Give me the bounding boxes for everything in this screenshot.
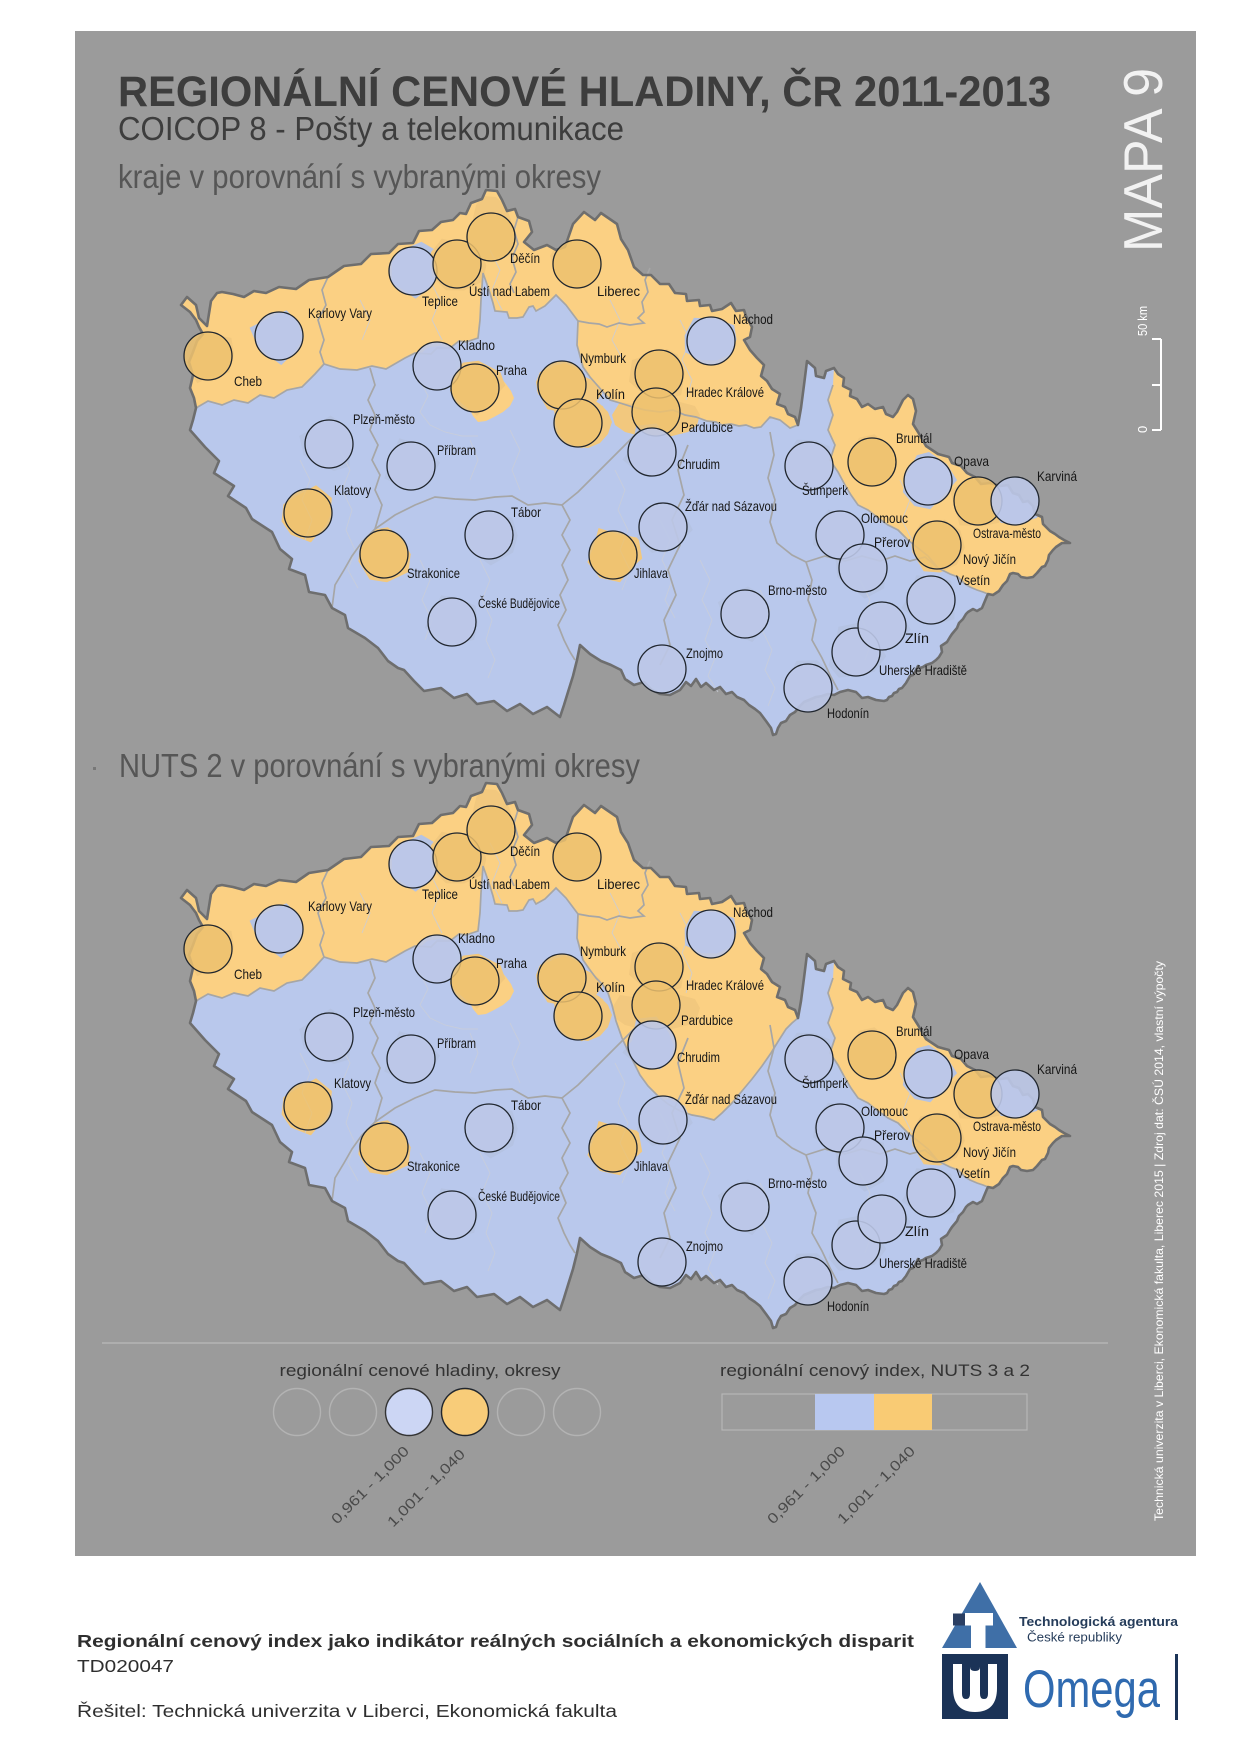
svg-text:regionální cenový index, NUTS: regionální cenový index, NUTS 3 a 2: [720, 1361, 1030, 1380]
svg-text:Olomouc: Olomouc: [861, 510, 908, 526]
svg-text:Liberec: Liberec: [597, 283, 640, 299]
svg-text:Ústí nad Labem: Ústí nad Labem: [469, 283, 550, 299]
svg-text:Bruntál: Bruntál: [896, 1023, 932, 1039]
svg-text:Klatovy: Klatovy: [334, 482, 371, 498]
svg-text:Hodonín: Hodonín: [827, 1298, 869, 1314]
svg-text:Pardubice: Pardubice: [681, 1012, 733, 1028]
svg-text:Kolín: Kolín: [596, 979, 625, 995]
svg-text:Zlín: Zlín: [905, 630, 929, 646]
svg-text:Liberec: Liberec: [597, 876, 640, 892]
svg-text:Plzeň-město: Plzeň-město: [353, 411, 415, 427]
svg-text:kraje v porovnání s vybranými: kraje v porovnání s vybranými okresy: [118, 158, 601, 195]
svg-text:Technologická agentura: Technologická agentura: [1019, 1614, 1179, 1629]
svg-text:České Budějovice: České Budějovice: [478, 1188, 560, 1204]
svg-text:Děčín: Děčín: [510, 843, 540, 859]
svg-text:Uherské Hradiště: Uherské Hradiště: [879, 1255, 967, 1271]
svg-text:Náchod: Náchod: [733, 311, 773, 327]
svg-text:Přerov: Přerov: [874, 534, 910, 550]
svg-text:Šumperk: Šumperk: [802, 482, 849, 498]
svg-text:Praha: Praha: [496, 955, 527, 971]
svg-text:Karviná: Karviná: [1037, 1061, 1077, 1077]
svg-text:Tábor: Tábor: [511, 1097, 541, 1113]
svg-text:Praha: Praha: [496, 362, 527, 378]
svg-text:Řešitel: Technická univerzita: Řešitel: Technická univerzita v Liberci,…: [77, 1701, 617, 1721]
svg-text:Regionální cenový index jako i: Regionální cenový index jako indikátor r…: [77, 1631, 914, 1651]
svg-text:Děčín: Děčín: [510, 250, 540, 266]
svg-text:Nový Jičín: Nový Jičín: [963, 551, 1016, 567]
svg-text:Žďár nad Sázavou: Žďár nad Sázavou: [685, 1091, 777, 1107]
svg-text:Znojmo: Znojmo: [686, 1238, 723, 1254]
svg-text:Technická univerzita v Liberci: Technická univerzita v Liberci, Ekonomic…: [1151, 961, 1166, 1521]
svg-text:Brno-město: Brno-město: [768, 1175, 827, 1191]
svg-text:regionální cenové hladiny, okr: regionální cenové hladiny, okresy: [280, 1361, 562, 1380]
svg-text:Přerov: Přerov: [874, 1127, 910, 1143]
svg-text:Jihlava: Jihlava: [634, 565, 668, 581]
svg-text:Cheb: Cheb: [234, 373, 262, 389]
svg-text:Uherské Hradiště: Uherské Hradiště: [879, 662, 967, 678]
svg-text:Hodonín: Hodonín: [827, 705, 869, 721]
svg-text:Příbram: Příbram: [437, 1035, 476, 1051]
svg-text:COICOP 8 - Pošty a telekomunik: COICOP 8 - Pošty a telekomunikace: [118, 110, 624, 147]
svg-text:Chrudim: Chrudim: [677, 456, 720, 472]
svg-text:Jihlava: Jihlava: [634, 1158, 668, 1174]
svg-text:Opava: Opava: [954, 453, 989, 469]
svg-text:Žďár nad Sázavou: Žďár nad Sázavou: [685, 498, 777, 514]
svg-text:Chrudim: Chrudim: [677, 1049, 720, 1065]
svg-text:Nymburk: Nymburk: [580, 943, 627, 959]
svg-text:Kladno: Kladno: [458, 930, 495, 946]
svg-text:Zlín: Zlín: [905, 1223, 929, 1239]
svg-text:Náchod: Náchod: [733, 904, 773, 920]
svg-text:Příbram: Příbram: [437, 442, 476, 458]
svg-text:NUTS 2 v porovnání s vybranými: NUTS 2 v porovnání s vybranými okresy: [119, 747, 640, 784]
svg-text:Opava: Opava: [954, 1046, 989, 1062]
svg-text:Šumperk: Šumperk: [802, 1075, 849, 1091]
svg-text:Bruntál: Bruntál: [896, 430, 932, 446]
svg-text:Pardubice: Pardubice: [681, 419, 733, 435]
svg-text:Teplice: Teplice: [422, 886, 458, 902]
svg-text:České Budějovice: České Budějovice: [478, 595, 560, 611]
svg-text:Ústí nad Labem: Ústí nad Labem: [469, 876, 550, 892]
svg-text:Tábor: Tábor: [511, 504, 541, 520]
svg-text:Strakonice: Strakonice: [407, 1158, 460, 1174]
svg-text:0: 0: [1135, 426, 1150, 433]
svg-text:50 km: 50 km: [1135, 306, 1150, 336]
svg-text:Ostrava-město: Ostrava-město: [973, 525, 1041, 541]
svg-text:Plzeň-město: Plzeň-město: [353, 1004, 415, 1020]
svg-text:Hradec Králové: Hradec Králové: [686, 977, 764, 993]
svg-text:Znojmo: Znojmo: [686, 645, 723, 661]
svg-text:Vsetín: Vsetín: [956, 1165, 990, 1181]
svg-text:REGIONÁLNÍ CENOVÉ HLADINY, ČR: REGIONÁLNÍ CENOVÉ HLADINY, ČR 2011-2013: [118, 67, 1051, 116]
svg-text:Nymburk: Nymburk: [580, 350, 627, 366]
svg-text:Hradec Králové: Hradec Králové: [686, 384, 764, 400]
svg-text:Teplice: Teplice: [422, 293, 458, 309]
svg-text:České republiky: České republiky: [1027, 1630, 1123, 1645]
svg-text:Karlovy Vary: Karlovy Vary: [308, 898, 372, 914]
svg-text:Klatovy: Klatovy: [334, 1075, 371, 1091]
svg-text:Omega: Omega: [1023, 1660, 1160, 1719]
svg-text:Vsetín: Vsetín: [956, 572, 990, 588]
svg-text:Cheb: Cheb: [234, 966, 262, 982]
svg-text:TD020047: TD020047: [77, 1656, 174, 1676]
svg-text:Brno-město: Brno-město: [768, 582, 827, 598]
svg-text:Nový Jičín: Nový Jičín: [963, 1144, 1016, 1160]
svg-text:Kladno: Kladno: [458, 337, 495, 353]
svg-text:Olomouc: Olomouc: [861, 1103, 908, 1119]
svg-text:Karviná: Karviná: [1037, 468, 1077, 484]
svg-text:Strakonice: Strakonice: [407, 565, 460, 581]
svg-text:Ostrava-město: Ostrava-město: [973, 1118, 1041, 1134]
svg-text:Karlovy Vary: Karlovy Vary: [308, 305, 372, 321]
svg-text:Kolín: Kolín: [596, 386, 625, 402]
svg-text:MAPA 9: MAPA 9: [1112, 68, 1174, 252]
